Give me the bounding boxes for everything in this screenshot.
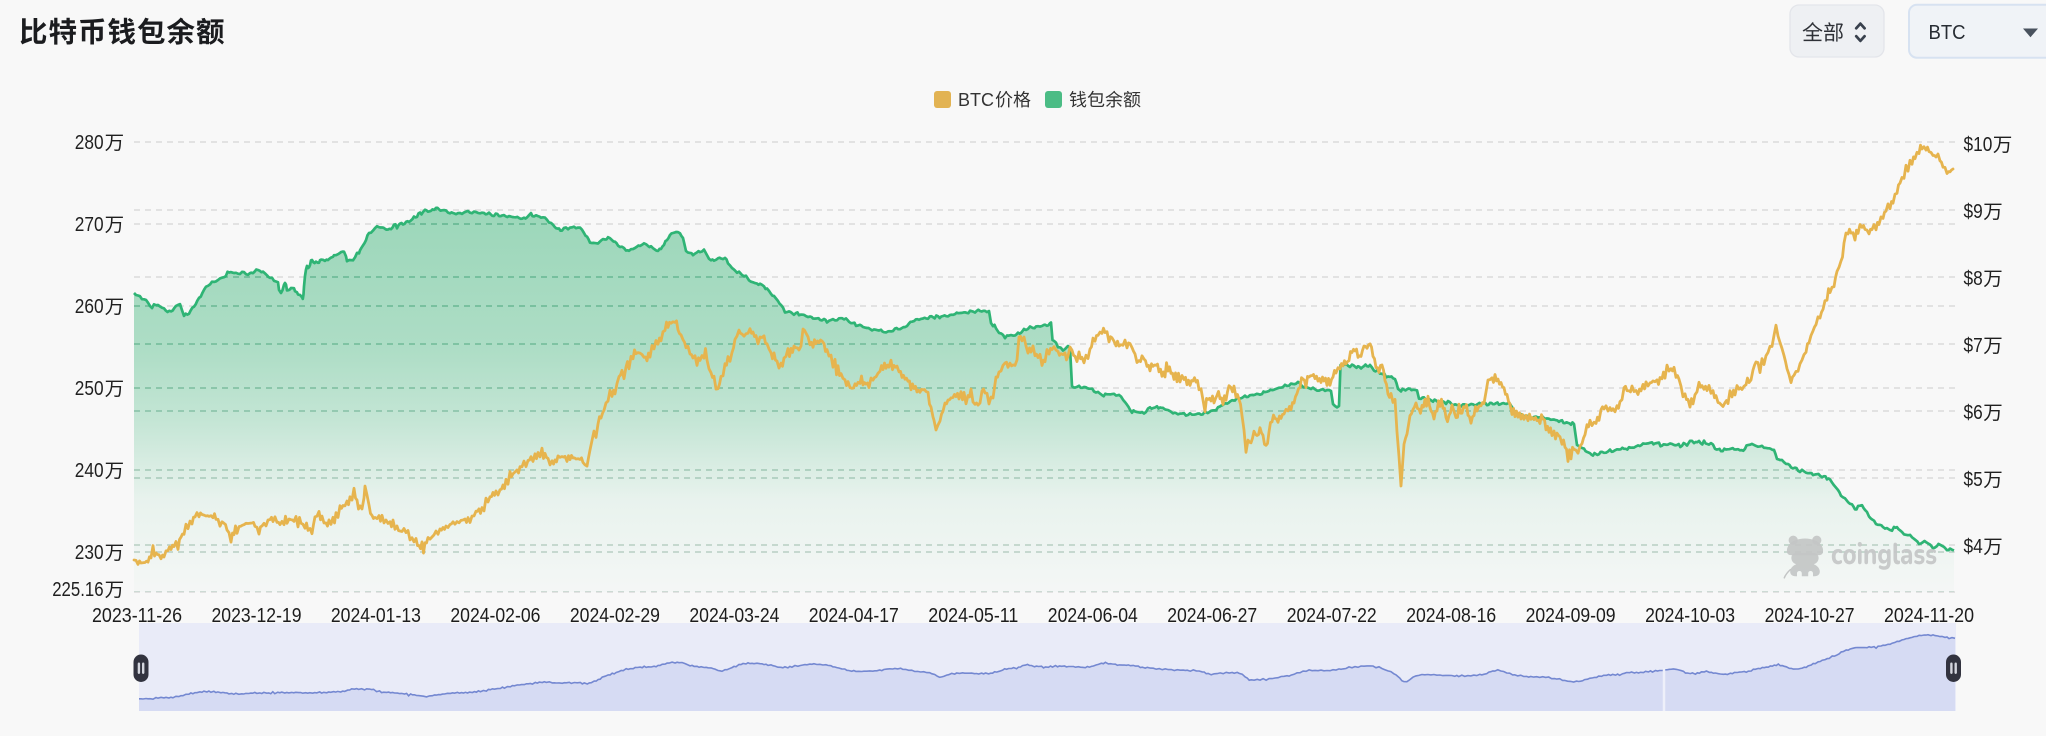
svg-text:2024-10-27: 2024-10-27 <box>1765 604 1855 627</box>
svg-text:260: 260 <box>75 296 104 318</box>
svg-text:2024-08-16: 2024-08-16 <box>1406 604 1496 627</box>
svg-text:BTC: BTC <box>958 90 994 110</box>
svg-text:2024-11-20: 2024-11-20 <box>1884 604 1974 627</box>
svg-text:225.16: 225.16 <box>52 579 103 601</box>
svg-text:2023-11-26: 2023-11-26 <box>92 604 182 627</box>
svg-text:2024-02-06: 2024-02-06 <box>450 604 540 627</box>
svg-text:240: 240 <box>75 460 104 482</box>
svg-text:BTC: BTC <box>1929 21 1966 44</box>
svg-text:270: 270 <box>75 214 104 236</box>
svg-text:2024-02-29: 2024-02-29 <box>570 604 660 627</box>
svg-text:280: 280 <box>75 132 104 154</box>
svg-text:2023-12-19: 2023-12-19 <box>212 604 302 627</box>
svg-text:$9: $9 <box>1964 201 1983 223</box>
svg-text:2024-03-24: 2024-03-24 <box>689 604 779 627</box>
svg-text:$6: $6 <box>1964 402 1983 424</box>
svg-text:2024-01-13: 2024-01-13 <box>331 604 421 627</box>
svg-text:2024-10-03: 2024-10-03 <box>1645 604 1735 627</box>
svg-text:$8: $8 <box>1964 268 1983 290</box>
svg-text:$5: $5 <box>1964 469 1983 491</box>
svg-text:2024-07-22: 2024-07-22 <box>1287 604 1377 627</box>
svg-text:2024-06-04: 2024-06-04 <box>1048 604 1138 627</box>
svg-text:2024-09-09: 2024-09-09 <box>1526 604 1616 627</box>
svg-text:2024-06-27: 2024-06-27 <box>1167 604 1257 627</box>
svg-text:230: 230 <box>75 542 104 564</box>
svg-text:$7: $7 <box>1964 335 1983 357</box>
svg-text:$10: $10 <box>1964 134 1993 156</box>
svg-text:$4: $4 <box>1964 536 1983 558</box>
svg-text:2024-05-11: 2024-05-11 <box>928 604 1018 627</box>
svg-text:250: 250 <box>75 378 104 400</box>
svg-text:2024-04-17: 2024-04-17 <box>809 604 899 627</box>
